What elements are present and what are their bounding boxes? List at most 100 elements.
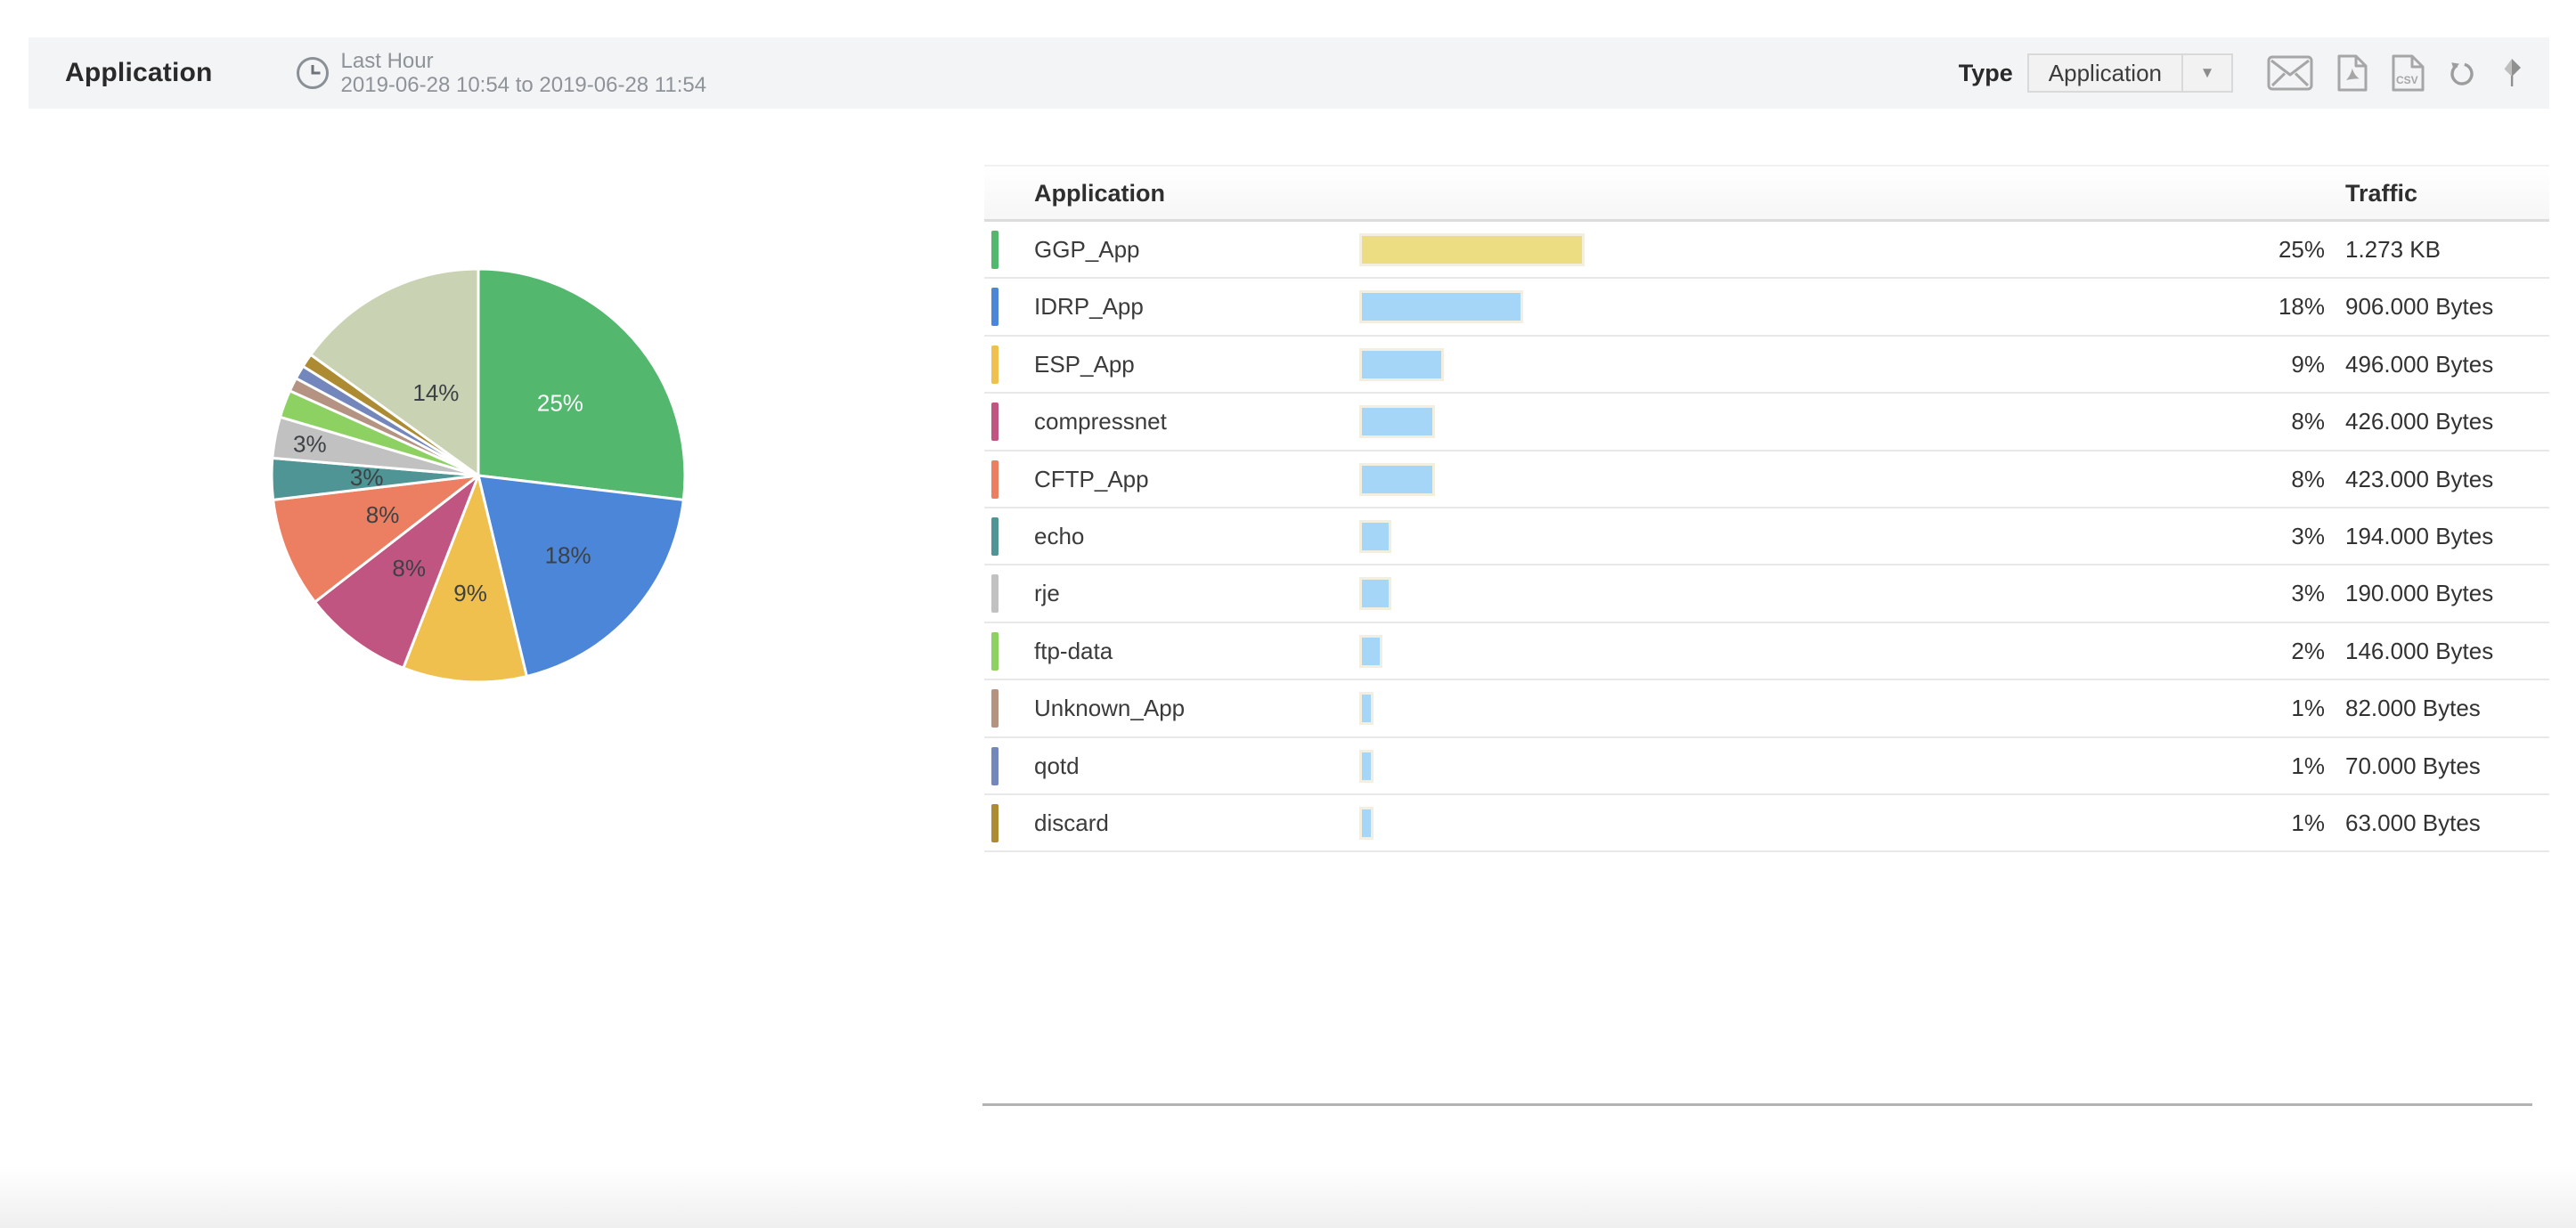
pie-slice-label: 25% [537, 389, 583, 416]
row-accent-bar [991, 803, 999, 842]
pie-slice-label: 8% [366, 501, 400, 528]
traffic-bar [1362, 752, 1371, 780]
app-name-label: Unknown_App [1034, 695, 1186, 722]
pie-slice-label: 3% [293, 430, 327, 457]
table-row[interactable]: discard 1% 63.000 Bytes [984, 795, 2549, 853]
traffic-value: 1.273 KB [2345, 236, 2441, 263]
app-name-label: ESP_App [1034, 350, 1135, 378]
row-accent-bar [991, 516, 999, 556]
chevron-down-icon: ▼ [2181, 55, 2231, 91]
percent-value: 8% [2291, 408, 2325, 435]
table-row[interactable]: compressnet 8% 426.000 Bytes [984, 394, 2549, 451]
app-name-label: rje [1034, 580, 1060, 607]
app-name-label: ftp-data [1034, 637, 1113, 664]
table-row[interactable]: echo 3% 194.000 Bytes [984, 508, 2549, 566]
time-range-dates: 2019-06-28 10:54 to 2019-06-28 11:54 [340, 73, 707, 97]
row-accent-bar [991, 403, 999, 442]
traffic-value: 190.000 Bytes [2345, 580, 2494, 607]
traffic-bar [1362, 293, 1520, 321]
traffic-bar [1362, 236, 1582, 264]
traffic-bar [1362, 637, 1380, 665]
traffic-value: 146.000 Bytes [2345, 637, 2494, 664]
traffic-bar [1362, 350, 1441, 378]
row-accent-bar [991, 689, 999, 728]
pie-slice-CFTP_App[interactable] [272, 474, 480, 604]
pie-slice-label: 9% [453, 580, 487, 606]
app-name-label: compressnet [1034, 408, 1167, 435]
pie-slice-ESP_App[interactable] [402, 474, 528, 684]
page-title: Application [65, 58, 213, 87]
email-icon[interactable] [2267, 55, 2313, 91]
traffic-bar [1362, 695, 1371, 723]
pin-icon[interactable] [2499, 57, 2524, 89]
table-row[interactable]: qotd 1% 70.000 Bytes [984, 738, 2549, 795]
traffic-bar [1362, 465, 1433, 493]
table-row[interactable]: Unknown_App 1% 82.000 Bytes [984, 680, 2549, 738]
row-accent-bar [991, 288, 999, 327]
table-row[interactable]: IDRP_App 18% 906.000 Bytes [984, 279, 2549, 337]
pie-slice-IDRP_App[interactable] [477, 474, 685, 679]
percent-value: 3% [2291, 522, 2325, 549]
pie-slice-label: 14% [412, 379, 459, 406]
traffic-value: 70.000 Bytes [2345, 752, 2481, 779]
app-name-label: qotd [1034, 752, 1080, 779]
table-header: Application Traffic [984, 165, 2549, 222]
row-accent-bar [991, 231, 999, 269]
pie-slice-label: 18% [545, 541, 591, 568]
table-body: GGP_App 25% 1.273 KB IDRP_App 18% 906.000 Byt… [984, 222, 2549, 853]
column-header-application: Application [1034, 180, 1165, 207]
app-name-label: GGP_App [1034, 236, 1140, 263]
percent-value: 18% [2278, 293, 2325, 321]
csv-export-icon[interactable]: CSV [2392, 54, 2425, 92]
clock-icon [295, 55, 330, 91]
percent-value: 3% [2291, 580, 2325, 607]
percent-value: 9% [2291, 350, 2325, 378]
header-toolbar: CSV [2267, 54, 2524, 92]
row-accent-bar [991, 746, 999, 785]
traffic-bar [1362, 522, 1389, 550]
row-accent-bar [991, 631, 999, 671]
row-accent-bar [991, 574, 999, 614]
app-name-label: CFTP_App [1034, 465, 1149, 492]
pie-slice-GGP_App[interactable] [477, 267, 687, 501]
time-range-label: Last Hour [340, 49, 434, 73]
traffic-value: 63.000 Bytes [2345, 809, 2481, 836]
pie-slice-compressnet[interactable] [314, 474, 480, 670]
type-label: Type [1958, 59, 2013, 86]
traffic-value: 82.000 Bytes [2345, 695, 2481, 722]
column-header-traffic: Traffic [2345, 180, 2418, 207]
table-row[interactable]: CFTP_App 8% 423.000 Bytes [984, 451, 2549, 508]
traffic-value: 426.000 Bytes [2345, 408, 2494, 435]
type-dropdown-value: Application [2048, 60, 2162, 86]
pie-slice-others[interactable] [309, 267, 480, 477]
header-bar: Application Last Hour 2019-06-28 10:54 t… [29, 37, 2549, 109]
refresh-icon[interactable] [2449, 60, 2475, 86]
pdf-export-icon[interactable] [2337, 54, 2368, 92]
traffic-bar [1362, 408, 1433, 436]
percent-value: 25% [2278, 236, 2325, 263]
widget-bottom-border [982, 1103, 2532, 1106]
time-range: Last Hour 2019-06-28 10:54 to 2019-06-28… [341, 49, 707, 97]
app-name-label: echo [1034, 522, 1085, 549]
page-bottom-fade [0, 1166, 2576, 1228]
traffic-bar [1362, 809, 1371, 837]
type-dropdown[interactable]: Application ▼ [2026, 53, 2233, 93]
percent-value: 1% [2291, 809, 2325, 836]
table-row[interactable]: ESP_App 9% 496.000 Bytes [984, 337, 2549, 394]
row-accent-bar [991, 459, 999, 499]
percent-value: 2% [2291, 637, 2325, 664]
table-row[interactable]: ftp-data 2% 146.000 Bytes [984, 623, 2549, 681]
table-row[interactable]: GGP_App 25% 1.273 KB [984, 222, 2549, 280]
pie-slice-label: 8% [392, 555, 426, 581]
traffic-value: 906.000 Bytes [2345, 293, 2494, 321]
application-traffic-table: Application Traffic GGP_App 25% 1.273 KB ID… [984, 165, 2549, 853]
svg-text:CSV: CSV [2396, 74, 2418, 86]
percent-value: 1% [2291, 752, 2325, 779]
percent-value: 8% [2291, 465, 2325, 492]
traffic-value: 194.000 Bytes [2345, 522, 2494, 549]
table-row[interactable]: rje 3% 190.000 Bytes [984, 565, 2549, 623]
traffic-bar [1362, 580, 1389, 608]
row-accent-bar [991, 345, 999, 384]
traffic-pie-chart: 25% 18% 9% 8% 8% 3% 3% 14% [270, 267, 687, 684]
